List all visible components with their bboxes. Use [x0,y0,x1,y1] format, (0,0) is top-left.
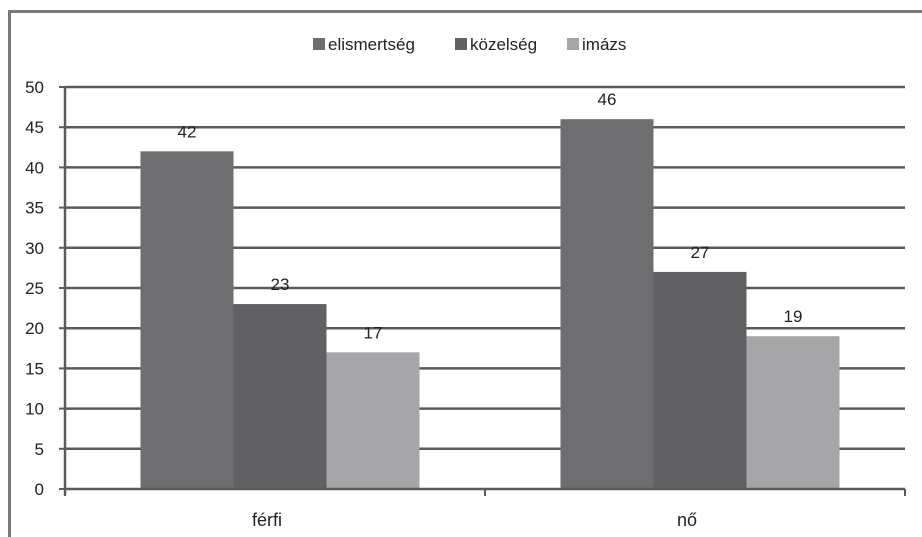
data-label: 27 [691,243,710,262]
y-tick-label: 25 [25,279,44,298]
data-label: 19 [784,307,803,326]
bar [746,336,840,489]
data-label: 46 [598,90,617,109]
legend-swatch [567,38,579,50]
legend-label: elismertség [328,35,415,54]
bar [653,271,747,489]
data-label: 17 [364,323,383,342]
bar [233,304,327,489]
legend-label: közelség [470,35,537,54]
y-tick-label: 30 [25,239,44,258]
bar [560,119,654,489]
legend-swatch [313,38,325,50]
y-tick-label: 50 [25,78,44,97]
bar [326,352,420,489]
chart-frame [8,10,922,537]
y-tick-label: 40 [25,158,44,177]
y-tick-label: 5 [35,440,44,459]
y-tick-label: 35 [25,199,44,218]
x-category-label: nő [677,510,697,530]
y-tick-label: 20 [25,319,44,338]
x-category-label: férfi [252,510,282,530]
data-label: 23 [271,275,290,294]
legend-label: imázs [582,35,626,54]
y-tick-label: 15 [25,359,44,378]
bar [140,151,234,489]
legend-swatch [455,38,467,50]
data-label: 42 [178,122,197,141]
y-tick-label: 45 [25,118,44,137]
y-tick-label: 0 [35,480,44,499]
y-tick-label: 10 [25,400,44,419]
